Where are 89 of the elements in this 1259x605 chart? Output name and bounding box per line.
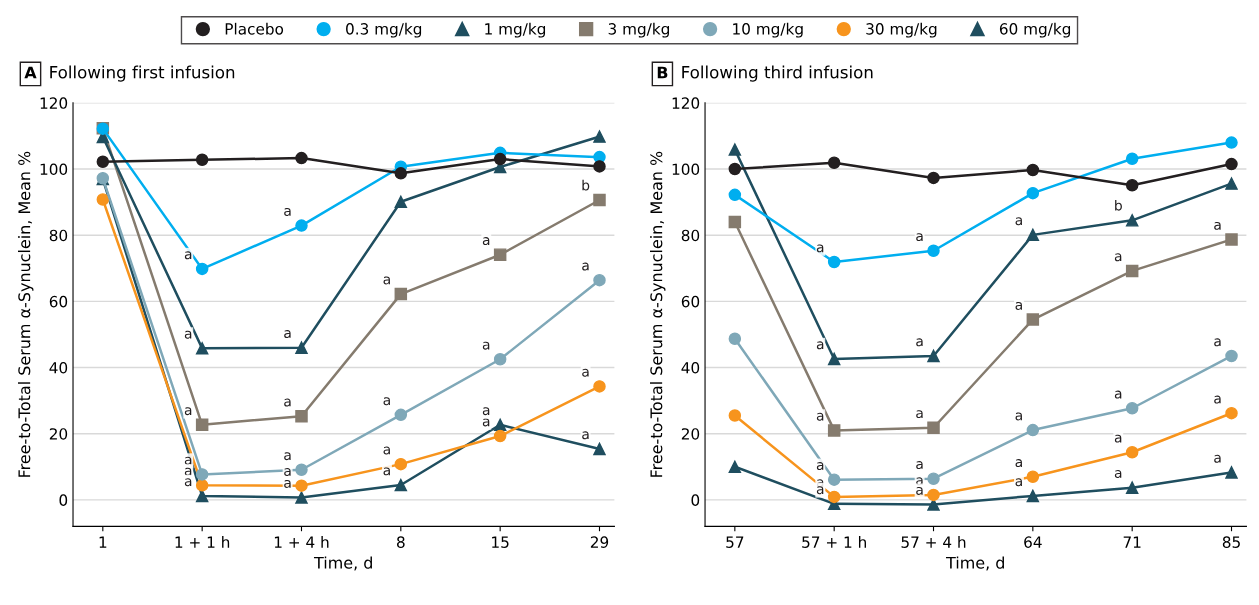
x-tick-label: 1 — [99, 536, 107, 548]
legend-label: 0.3 mg/kg — [346, 22, 422, 38]
annotation: a — [1015, 459, 1022, 468]
legend-label: Placebo — [225, 22, 284, 35]
annotation: a — [1114, 470, 1122, 478]
annotation: a — [1114, 434, 1122, 443]
x-tick-label: 57 + 1 h — [802, 536, 866, 548]
x-tick-label: 8 — [397, 536, 405, 548]
annotation: a — [1214, 338, 1221, 347]
y-tick-label: 20 — [49, 428, 68, 440]
annotation: a — [383, 276, 390, 285]
annotation: a — [1214, 221, 1221, 230]
chart-title: B Following third infusion — [657, 65, 873, 82]
legend-label: 3 mg/kg — [608, 22, 669, 38]
annotation: b — [1115, 199, 1122, 211]
annotation: a — [816, 462, 824, 471]
y-tick-label: 60 — [681, 295, 700, 308]
annotation: a — [284, 479, 291, 488]
x-tick-label: 71 — [1123, 536, 1141, 548]
annotation: a — [816, 341, 824, 350]
annotation: a — [816, 412, 824, 421]
chart-title: A Following first infusion — [24, 65, 235, 82]
x-tick-label: 1 + 1 h — [175, 536, 230, 548]
annotation: a — [482, 418, 490, 427]
annotation: a — [1214, 395, 1221, 404]
annotation: a — [482, 237, 490, 246]
y-tick-label: 120 — [40, 97, 68, 109]
annotation: a — [184, 407, 192, 416]
annotation: a — [1214, 454, 1221, 463]
annotation: a — [1015, 478, 1022, 487]
x-tick-label: 29 — [590, 536, 609, 548]
annotation: a — [816, 479, 824, 488]
annotation: a — [284, 452, 291, 461]
legend-label: 1 mg/kg — [485, 22, 546, 38]
annotation: a — [916, 486, 923, 495]
annotation: a — [1114, 390, 1122, 399]
y-tick-label: 120 — [672, 97, 700, 109]
y-tick-label: 40 — [681, 362, 700, 374]
annotation: a — [816, 486, 824, 495]
annotation: a — [482, 407, 490, 416]
annotation: a — [284, 398, 291, 407]
annotation: a — [1015, 412, 1022, 421]
x-tick-label: 15 — [492, 536, 509, 548]
annotation: a — [184, 478, 192, 487]
legend-label: 60 mg/kg — [999, 22, 1071, 38]
annotation: a — [1114, 253, 1122, 262]
y-tick-label: 60 — [49, 295, 68, 308]
annotation: a — [184, 330, 192, 339]
annotation: a — [184, 456, 192, 465]
annotation: a — [482, 341, 490, 350]
y-tick-label: 0 — [691, 494, 700, 506]
y-tick-label: 100 — [672, 163, 700, 176]
y-tick-label: 40 — [49, 362, 68, 374]
y-tick-label: 20 — [681, 428, 700, 440]
annotation: a — [816, 244, 824, 253]
annotation: a — [383, 397, 390, 406]
x-axis-title: Time, d — [945, 556, 1004, 571]
legend-label: 10 mg/kg — [733, 22, 803, 38]
x-tick-label: 57 + 4 h — [901, 536, 966, 548]
annotation: a — [284, 207, 291, 216]
y-tick-label: 80 — [681, 229, 700, 242]
y-axis-title: Free-to-Total Serum α-Synuclein, Mean % — [650, 151, 666, 477]
y-tick-label: 0 — [59, 494, 68, 506]
annotation: a — [184, 467, 192, 476]
annotation: a — [1015, 217, 1022, 226]
annotation: a — [582, 368, 589, 377]
annotation: a — [284, 468, 291, 477]
x-tick-label: 1 + 4 h — [274, 536, 329, 548]
y-axis-title: Free-to-Total Serum α-Synuclein, Mean % — [17, 151, 34, 477]
x-axis-title: Time, d — [313, 556, 372, 571]
annotation: a — [582, 262, 589, 271]
annotation: a — [916, 233, 923, 242]
x-tick-label: 57 — [726, 536, 744, 548]
x-tick-label: 85 — [1222, 536, 1240, 548]
annotation: a — [916, 461, 923, 470]
annotation: a — [383, 446, 390, 455]
annotation: a — [284, 330, 291, 339]
annotation: a — [184, 251, 192, 260]
annotation: a — [582, 431, 589, 440]
annotation: a — [916, 477, 923, 486]
legend-label: 30 mg/kg — [866, 22, 937, 38]
annotation: b — [582, 179, 590, 191]
x-tick-label: 64 — [1024, 536, 1042, 548]
annotation: a — [383, 467, 390, 476]
y-tick-label: 100 — [40, 163, 68, 176]
y-tick-label: 80 — [49, 229, 68, 242]
annotation: a — [916, 410, 923, 419]
annotation: a — [1015, 301, 1022, 310]
annotation: a — [916, 338, 923, 347]
